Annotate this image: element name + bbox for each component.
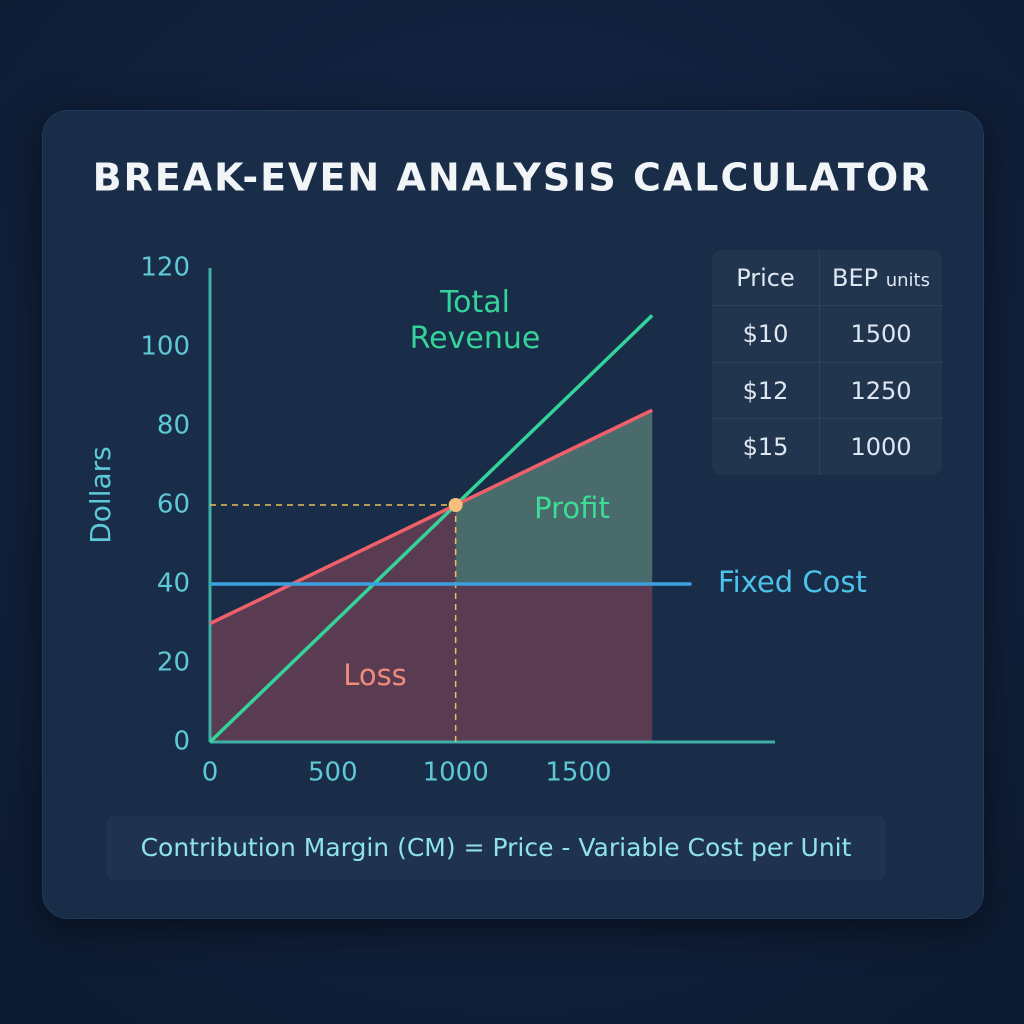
- profit-area: [455, 410, 653, 584]
- series-line: [208, 314, 654, 744]
- cell: $15: [712, 418, 820, 475]
- x-tick-label: 1500: [545, 758, 611, 788]
- bep-table: Price BEP units $10 1500 $12 1250 $15 1000: [712, 250, 942, 475]
- cell: 1000: [850, 433, 912, 462]
- revenue-label: Total Revenue: [409, 285, 541, 356]
- series-line: [209, 408, 653, 626]
- chart-title: BREAK-EVEN ANALYSIS CALCULATOR: [93, 156, 932, 200]
- x-tick-label: 500: [308, 758, 358, 788]
- y-tick-label: 40: [157, 569, 190, 599]
- cell: 1250: [819, 362, 942, 420]
- cell: $10: [712, 305, 820, 363]
- header-cell: BEP units: [819, 250, 942, 307]
- cell: $12: [712, 362, 820, 420]
- y-tick-label: 100: [140, 332, 190, 362]
- cell: 1500: [819, 305, 942, 363]
- y-tick-label: 20: [157, 648, 190, 678]
- header-unit: units: [885, 269, 930, 291]
- y-axis-label: Dollars: [84, 446, 117, 544]
- loss-label: Loss: [343, 658, 407, 692]
- header-text: BEP: [831, 263, 879, 292]
- fixed-cost-label: Fixed Cost: [718, 565, 867, 599]
- break-even-point: [448, 498, 463, 512]
- y-tick-label: 80: [157, 411, 190, 441]
- profit-label: Profit: [534, 491, 610, 525]
- y-tick-label: 60: [157, 490, 190, 520]
- formula: Contribution Margin (CM) = Price - Varia…: [106, 816, 886, 880]
- x-tick-label: 1000: [423, 758, 489, 788]
- header-cell: Price: [712, 250, 820, 307]
- card: [42, 110, 984, 919]
- y-tick-label: 120: [140, 253, 190, 283]
- y-tick-label: 0: [173, 727, 190, 757]
- x-tick-label: 0: [202, 758, 219, 788]
- loss-area: [210, 410, 653, 742]
